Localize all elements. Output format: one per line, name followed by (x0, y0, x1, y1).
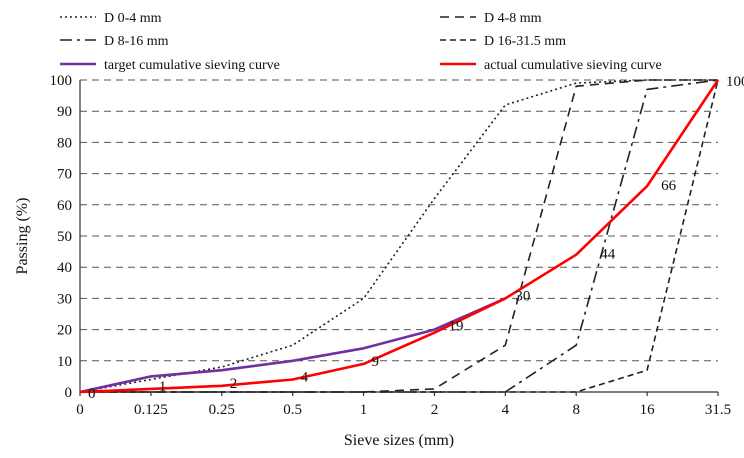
x-tick-label: 2 (431, 402, 439, 418)
x-tick-label: 4 (502, 402, 510, 418)
y-tick-label: 20 (57, 323, 72, 339)
x-tick-label: 0.125 (134, 402, 168, 418)
y-tick-label: 0 (65, 385, 73, 401)
legend-label-3: D 8-16 mm (104, 34, 169, 49)
x-tick-label: 0.5 (283, 402, 302, 418)
series-line-5 (79, 297, 506, 394)
data-label: 19 (448, 319, 463, 335)
legend-label-2: D 4-8 mm (484, 11, 542, 26)
y-tick-label: 30 (57, 291, 72, 307)
data-label: 4 (301, 370, 309, 386)
y-tick-label: 70 (57, 167, 72, 183)
y-tick-label: 40 (57, 260, 72, 276)
data-label: 9 (372, 354, 380, 370)
gridlines (80, 79, 718, 362)
data-label: 44 (600, 247, 616, 263)
legend-label-5: target cumulative sieving curve (104, 58, 280, 73)
series-line-3 (80, 79, 719, 393)
y-tick-label: 10 (57, 354, 72, 370)
x-tick-label: 31.5 (705, 402, 731, 418)
data-label: 30 (515, 288, 530, 304)
legend: D 0-4 mm D 4-8 mm D 8-16 mm D 16-31.5 mm tar… (60, 11, 662, 73)
data-labels: 0 1 2 4 9 19 30 44 66 100 (88, 74, 744, 402)
data-label: 100 (726, 74, 744, 90)
legend-label-4: D 16-31.5 mm (484, 34, 566, 49)
y-axis-title: Passing (%) (14, 198, 31, 275)
x-tick-labels: 0 0.125 0.25 0.5 1 2 4 8 16 31.5 (76, 392, 731, 418)
y-tick-label: 90 (57, 104, 72, 120)
x-tick-label: 0.25 (209, 402, 235, 418)
y-tick-label: 50 (57, 229, 72, 245)
legend-label-1: D 0-4 mm (104, 11, 162, 26)
data-label: 1 (159, 379, 167, 395)
x-axis-title: Sieve sizes (mm) (344, 432, 454, 449)
y-tick-label: 80 (57, 135, 72, 151)
x-tick-label: 0 (76, 402, 84, 418)
y-tick-label: 100 (50, 73, 73, 89)
x-tick-label: 16 (640, 402, 656, 418)
series-line-6 (79, 79, 720, 394)
data-label: 2 (230, 376, 238, 392)
x-tick-label: 8 (572, 402, 580, 418)
y-tick-label: 60 (57, 198, 72, 214)
series-line-4 (80, 79, 719, 393)
y-tick-labels: 0 10 20 30 40 50 60 70 80 90 100 (50, 73, 73, 401)
series-lines (79, 79, 720, 394)
data-label: 66 (661, 178, 677, 194)
legend-label-6: actual cumulative sieving curve (484, 58, 662, 73)
x-tick-label: 1 (360, 402, 368, 418)
data-label: 0 (88, 386, 96, 402)
